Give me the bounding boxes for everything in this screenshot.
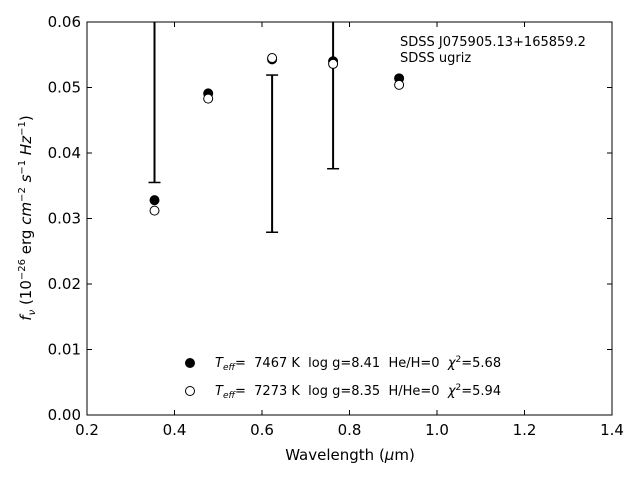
axes: 0.2 0.4 0.6 0.8 1.0 1.2 1.4 0.00 0.01 0.02 0.03 0.0… xyxy=(48,13,624,439)
plot-frame xyxy=(86,21,613,416)
data-point-open xyxy=(149,205,160,216)
x-tick-label: 0.2 xyxy=(75,421,99,439)
y-tick-label: 0.00 xyxy=(48,406,81,424)
x-axis-label: Wavelength (μm) xyxy=(285,446,415,464)
x-tick-label: 1.2 xyxy=(513,421,537,439)
annotation-survey: SDSS ugriz xyxy=(400,51,471,66)
x-tick-label: 0.4 xyxy=(163,421,187,439)
legend-entry-2: Teff= 7273 K log g=8.35 H/He=0 χ2=5.94 xyxy=(215,383,501,401)
y-axis-label: fν (10−26 erg cm−2 s−1 Hz−1) xyxy=(17,115,38,320)
x-tick-label: 1.0 xyxy=(425,421,449,439)
y-tick-label: 0.06 xyxy=(48,13,81,31)
y-tick-label: 0.05 xyxy=(48,79,81,97)
error-bars xyxy=(148,22,340,234)
annotation-block: SDSS J075905.13+165859.2 SDSS ugriz xyxy=(400,35,586,66)
data-point-open xyxy=(394,79,405,90)
data-point-open xyxy=(328,58,339,69)
y-tick-label: 0.01 xyxy=(48,341,81,359)
legend-marker-open xyxy=(185,386,195,396)
data-point-filled xyxy=(149,195,160,206)
y-tick-label: 0.03 xyxy=(48,210,81,228)
data-point-open xyxy=(203,93,214,104)
x-tick-label: 0.8 xyxy=(338,421,362,439)
data-points xyxy=(149,53,405,216)
plot-area xyxy=(86,21,613,416)
legend: Teff= 7467 K log g=8.41 He/H=0 χ2=5.68 T… xyxy=(185,355,501,401)
y-tick-label: 0.02 xyxy=(48,275,81,293)
x-tick-label: 0.6 xyxy=(250,421,274,439)
data-point-open xyxy=(267,53,278,64)
annotation-object-name: SDSS J075905.13+165859.2 xyxy=(400,35,586,50)
legend-marker-filled xyxy=(185,358,195,368)
x-tick-label: 1.4 xyxy=(600,421,624,439)
y-tick-label: 0.04 xyxy=(48,144,81,162)
legend-entry-1: Teff= 7467 K log g=8.41 He/H=0 χ2=5.68 xyxy=(215,355,501,373)
